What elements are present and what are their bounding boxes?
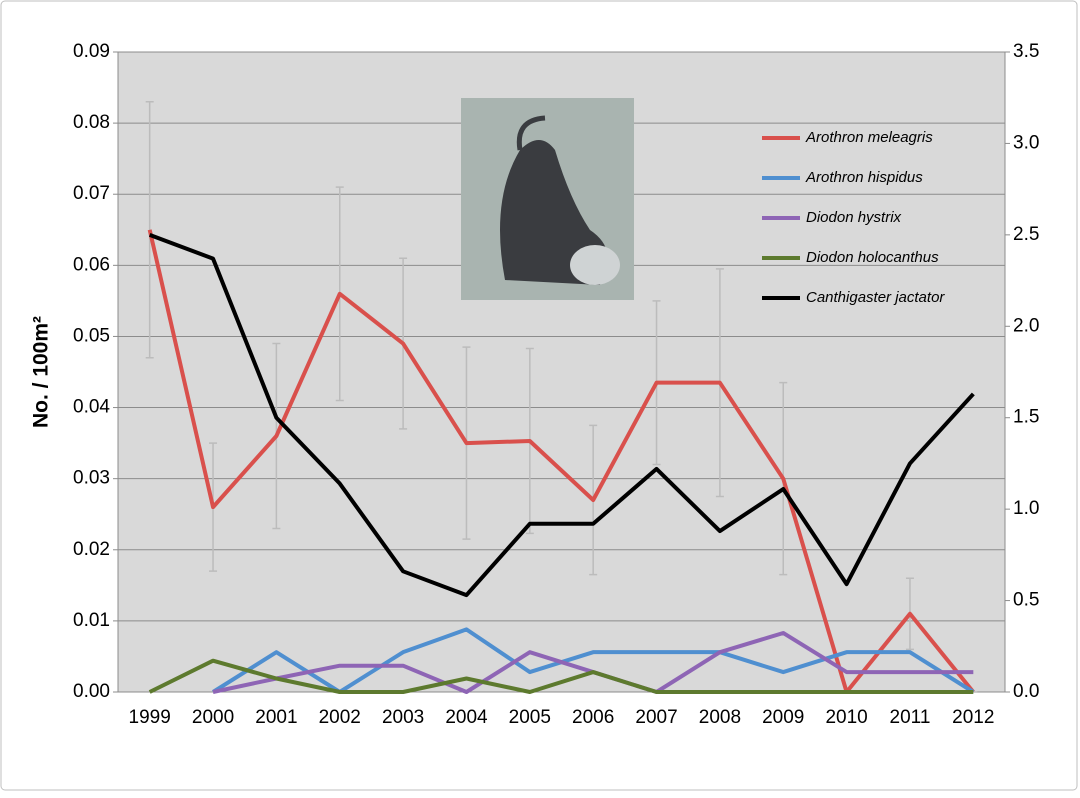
x-tick-label: 2011	[890, 707, 931, 728]
y-tick-label: 0.00	[73, 681, 110, 702]
y2-tick-label: 0.0	[1013, 681, 1039, 702]
series-line	[148, 658, 974, 694]
y-tick-label: 0.04	[73, 397, 110, 418]
x-tick-label: 2009	[762, 707, 804, 728]
x-tick-label: 2000	[192, 707, 234, 728]
y2-tick-label: 1.5	[1013, 407, 1039, 428]
y-tick-label: 0.02	[73, 539, 110, 560]
legend-label: Arothron meleagris	[805, 129, 933, 146]
y-tick-label: 0.01	[73, 610, 110, 631]
y-tick-label: 0.03	[73, 468, 110, 489]
legend-label: Canthigaster jactator	[806, 289, 945, 306]
x-tick-label: 2008	[699, 707, 741, 728]
x-tick-label: 2003	[382, 707, 424, 728]
x-tick-label: 2005	[509, 707, 551, 728]
y2-tick-label: 2.5	[1013, 224, 1039, 245]
x-tick-label: 2010	[825, 707, 867, 728]
y2-tick-label: 3.0	[1013, 132, 1039, 153]
x-tick-label: 2006	[572, 707, 614, 728]
legend-label: Diodon hystrix	[806, 209, 902, 226]
y-tick-label: 0.09	[73, 41, 110, 62]
legend-label: Diodon holocanthus	[806, 249, 939, 266]
y-tick-label: 0.06	[73, 254, 110, 275]
fish-photo	[461, 98, 634, 300]
y-tick-label: 0.08	[73, 112, 110, 133]
y-tick-label: 0.05	[73, 325, 110, 346]
x-tick-label: 2004	[445, 707, 488, 728]
x-tick-label: 2007	[635, 707, 677, 728]
y2-tick-label: 0.5	[1013, 590, 1039, 611]
x-tick-label: 2002	[319, 707, 361, 728]
y-axis-label: No. / 100m²	[30, 316, 53, 428]
series-line	[148, 232, 975, 598]
y-tick-label: 0.07	[73, 183, 110, 204]
y2-tick-label: 3.5	[1013, 41, 1039, 62]
y2-tick-label: 1.0	[1013, 498, 1039, 519]
y2-tick-label: 2.0	[1013, 315, 1039, 336]
legend-label: Arothron hispidus	[805, 169, 923, 186]
x-tick-label: 2001	[255, 707, 297, 728]
x-tick-label: 2012	[952, 707, 994, 728]
x-tick-label: 1999	[129, 707, 171, 728]
